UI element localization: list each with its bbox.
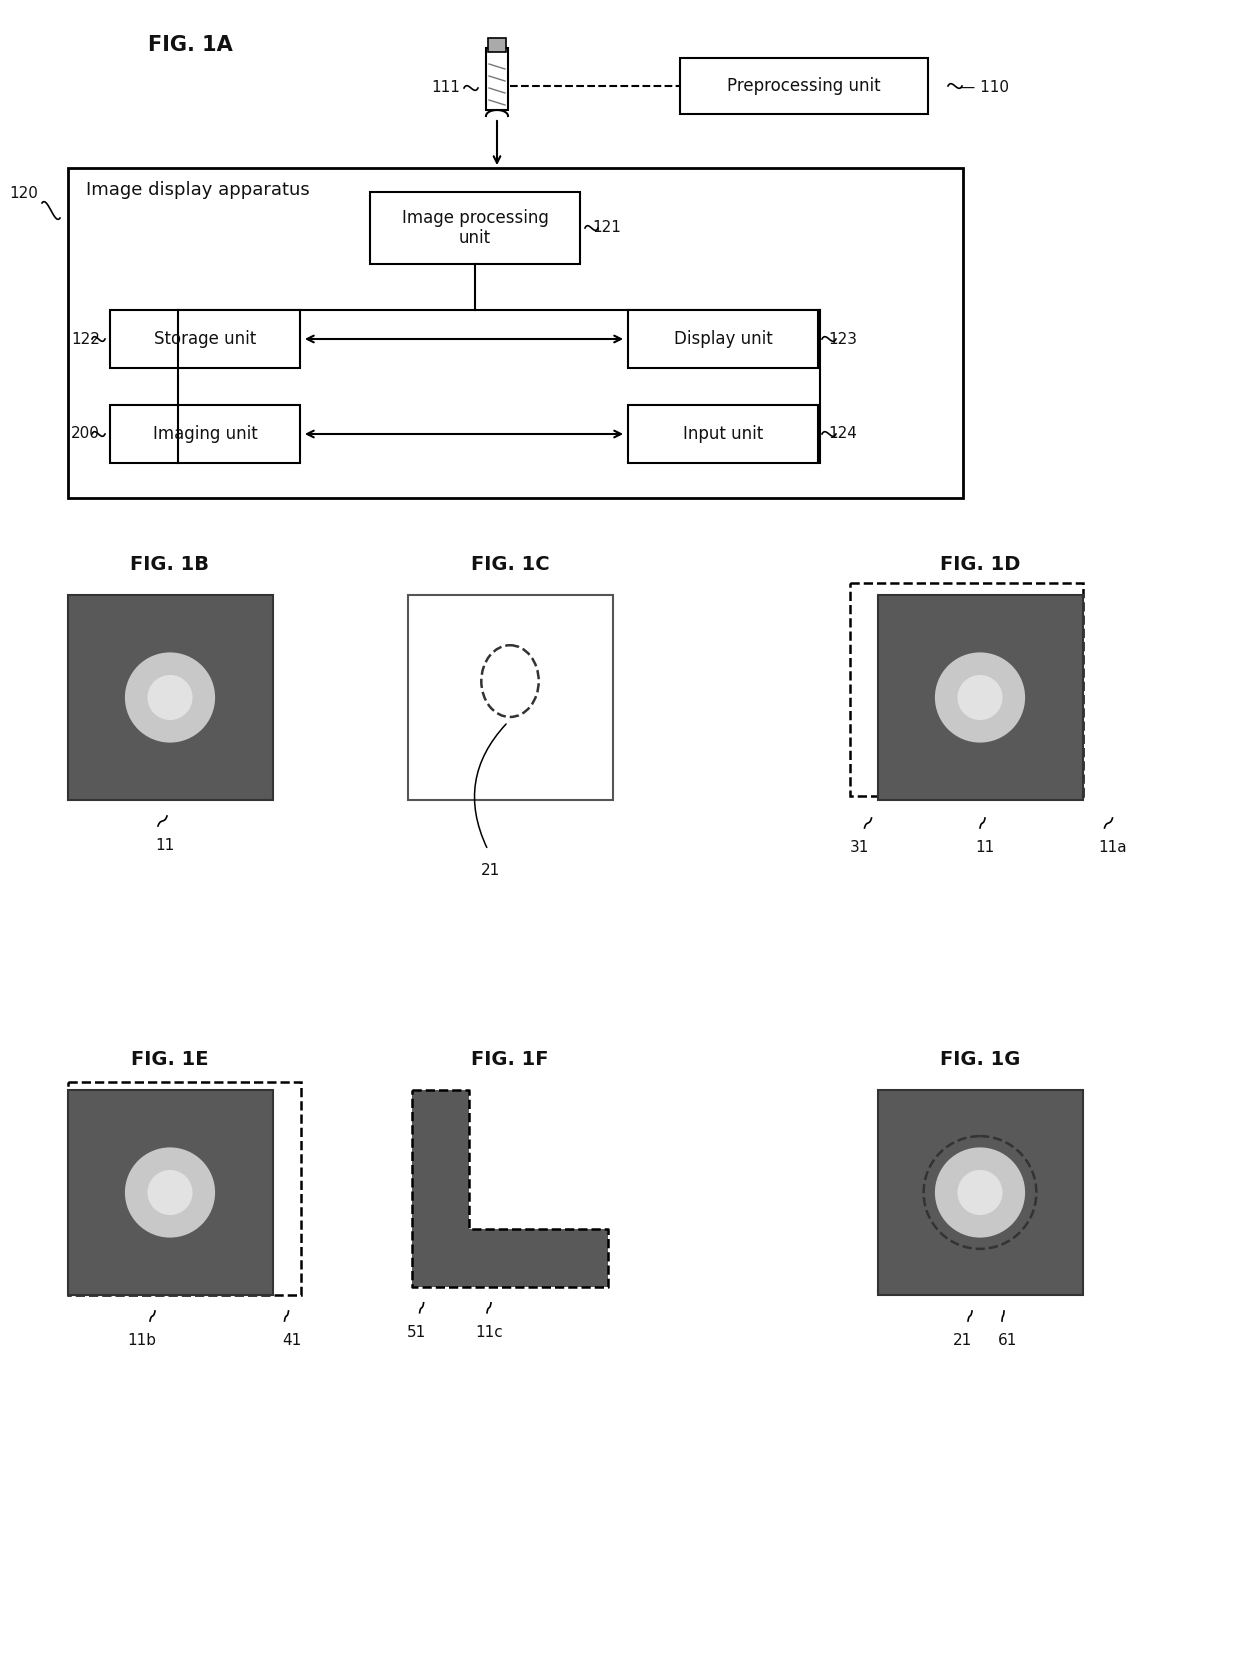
Text: FIG. 1E: FIG. 1E bbox=[131, 1049, 208, 1069]
Bar bbox=[627, 405, 818, 463]
Text: FIG. 1D: FIG. 1D bbox=[940, 554, 1021, 574]
Ellipse shape bbox=[125, 1147, 215, 1238]
Text: 21: 21 bbox=[952, 1332, 972, 1349]
Text: Preprocessing unit: Preprocessing unit bbox=[727, 78, 880, 94]
Text: 21: 21 bbox=[480, 862, 500, 879]
Text: — 110: — 110 bbox=[960, 81, 1009, 96]
Bar bbox=[110, 309, 300, 367]
Text: 123: 123 bbox=[828, 331, 857, 346]
Bar bbox=[412, 1230, 609, 1288]
Ellipse shape bbox=[935, 1147, 1025, 1238]
Text: 111: 111 bbox=[432, 81, 460, 96]
Ellipse shape bbox=[148, 1170, 192, 1215]
Text: 121: 121 bbox=[591, 220, 621, 235]
Text: Image display apparatus: Image display apparatus bbox=[86, 180, 310, 199]
Text: FIG. 1F: FIG. 1F bbox=[471, 1049, 549, 1069]
Ellipse shape bbox=[957, 675, 1003, 720]
Ellipse shape bbox=[125, 652, 215, 743]
Text: 11: 11 bbox=[976, 841, 994, 856]
Text: 120: 120 bbox=[9, 185, 38, 200]
Text: Input unit: Input unit bbox=[683, 425, 763, 444]
Ellipse shape bbox=[957, 1170, 1003, 1215]
Bar bbox=[110, 405, 300, 463]
Bar bbox=[370, 192, 580, 265]
Text: 41: 41 bbox=[281, 1332, 301, 1349]
Text: 122: 122 bbox=[71, 331, 100, 346]
Text: FIG. 1B: FIG. 1B bbox=[130, 554, 210, 574]
Text: FIG. 1G: FIG. 1G bbox=[940, 1049, 1021, 1069]
Bar bbox=[412, 1091, 469, 1230]
Bar bbox=[849, 583, 1083, 796]
Text: Display unit: Display unit bbox=[673, 329, 773, 348]
Bar bbox=[878, 1091, 1083, 1294]
Text: FIG. 1A: FIG. 1A bbox=[148, 35, 233, 55]
Text: 61: 61 bbox=[998, 1332, 1018, 1349]
Bar bbox=[680, 58, 928, 114]
Text: 11a: 11a bbox=[1099, 841, 1127, 856]
Text: 124: 124 bbox=[828, 427, 857, 442]
Text: 11c: 11c bbox=[475, 1324, 503, 1341]
Ellipse shape bbox=[148, 675, 192, 720]
Bar bbox=[878, 596, 1083, 799]
Bar bbox=[67, 1091, 273, 1294]
Bar bbox=[67, 1082, 300, 1294]
Ellipse shape bbox=[935, 652, 1025, 743]
Text: Imaging unit: Imaging unit bbox=[153, 425, 258, 444]
Text: FIG. 1C: FIG. 1C bbox=[471, 554, 549, 574]
Bar bbox=[68, 169, 963, 498]
Bar bbox=[627, 309, 818, 367]
Text: 31: 31 bbox=[849, 841, 869, 856]
Text: Image processing
unit: Image processing unit bbox=[402, 209, 548, 247]
Bar bbox=[67, 596, 273, 799]
Text: Storage unit: Storage unit bbox=[154, 329, 257, 348]
Text: 51: 51 bbox=[407, 1324, 427, 1341]
Text: 11b: 11b bbox=[128, 1332, 156, 1349]
Bar bbox=[408, 596, 613, 799]
Bar bbox=[489, 38, 506, 51]
Text: 200: 200 bbox=[71, 427, 100, 442]
Text: 11: 11 bbox=[155, 837, 175, 852]
Bar bbox=[486, 48, 508, 109]
